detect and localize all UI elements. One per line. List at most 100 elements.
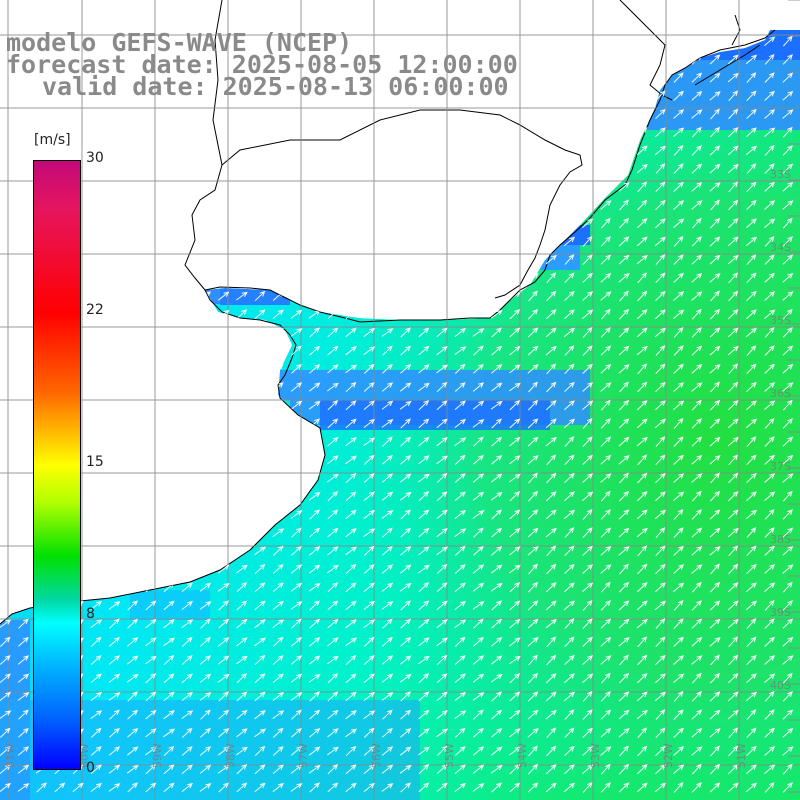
wind-arrow (582, 690, 593, 702)
wind-arrow (363, 782, 376, 792)
wind-arrow (345, 619, 357, 629)
wind-arrow (709, 509, 721, 520)
wind-arrow (381, 382, 394, 392)
wind-arrow (108, 764, 121, 774)
wind-arrow (327, 436, 339, 447)
wind-arrow (600, 709, 612, 720)
wind-arrow (764, 72, 775, 83)
wind-arrow (636, 600, 648, 611)
wind-arrow (764, 690, 775, 702)
wind-arrow (400, 637, 412, 647)
wind-arrow (181, 764, 193, 774)
wind-arrow (655, 472, 666, 484)
wind-arrow (691, 327, 702, 338)
wind-arrow (290, 783, 303, 792)
wind-arrow (454, 746, 466, 756)
wind-arrow (345, 600, 357, 611)
wind-arrow (145, 655, 157, 665)
wind-arrow (764, 309, 776, 319)
wind-arrow (655, 400, 666, 411)
wind-arrow (108, 692, 121, 701)
wind-arrow (782, 145, 793, 156)
wind-arrow (636, 309, 648, 320)
wind-arrow (673, 618, 684, 629)
wind-arrow (236, 582, 248, 593)
wind-arrow (691, 746, 703, 756)
wind-arrow (673, 254, 684, 265)
wind-arrow (382, 636, 393, 647)
wind-arrow (0, 710, 12, 720)
wind-arrow (764, 508, 775, 520)
wind-arrow (217, 291, 230, 301)
wind-arrow (691, 291, 703, 301)
wind-arrow (600, 727, 612, 738)
wind-arrow (236, 691, 248, 702)
wind-arrow (728, 545, 739, 557)
wind-arrow (236, 309, 248, 320)
wind-arrow (509, 400, 521, 411)
lon-label: 60W (78, 743, 91, 768)
wind-arrow (436, 400, 448, 411)
wind-arrow (527, 490, 539, 502)
wind-arrow (163, 745, 175, 757)
wind-arrow (472, 764, 485, 774)
wind-arrow (746, 254, 757, 265)
wind-arrow (764, 291, 776, 301)
wind-arrow (709, 126, 721, 138)
wind-arrow (454, 528, 467, 538)
wind-arrow (199, 673, 212, 683)
wind-arrow (199, 746, 212, 756)
lon-label: 58W (224, 743, 237, 768)
wind-arrow (582, 345, 593, 356)
colorbar-tick-30: 30 (86, 150, 104, 166)
wind-arrow (272, 655, 284, 665)
wind-arrow (709, 672, 721, 684)
wind-arrow (509, 345, 521, 356)
wind-arrow (637, 654, 648, 666)
wind-arrow (254, 654, 266, 666)
wind-arrow (454, 564, 466, 574)
wind-arrow (181, 746, 193, 756)
wind-arrow (473, 636, 484, 647)
wind-arrow (546, 545, 557, 557)
wind-arrow (654, 236, 667, 247)
wind-arrow (17, 692, 30, 701)
wind-arrow (473, 454, 484, 465)
wind-arrow (691, 399, 702, 411)
wind-arrow (728, 290, 739, 302)
wind-arrow (436, 546, 449, 556)
wind-arrow (400, 527, 412, 538)
wind-arrow (491, 546, 503, 556)
wind-arrow (764, 491, 776, 501)
wind-arrow (90, 764, 102, 774)
wind-arrow (363, 710, 376, 720)
wind-arrow (782, 727, 794, 738)
wind-arrow (291, 618, 302, 629)
wind-arrow (454, 346, 467, 356)
wind-arrow (528, 290, 538, 302)
wind-arrow (309, 327, 320, 338)
wind-arrow (746, 181, 757, 193)
wind-arrow (308, 582, 321, 592)
wind-arrow (600, 691, 611, 702)
wind-arrow (418, 382, 430, 392)
wind-arrow (308, 673, 321, 683)
wind-arrow (782, 236, 793, 247)
wind-arrow (454, 600, 467, 610)
wind-arrow (564, 636, 575, 648)
wind-arrow (363, 528, 376, 538)
wind-arrow (218, 782, 229, 793)
wind-arrow (782, 618, 794, 629)
wind-arrow (127, 709, 139, 720)
wind-arrow (655, 636, 666, 648)
wind-arrow (691, 363, 703, 374)
wind-arrow (290, 400, 303, 410)
wind-arrow (254, 710, 266, 720)
wind-arrow (673, 673, 685, 683)
wind-arrow (18, 636, 29, 647)
wind-arrow (454, 363, 466, 374)
wind-arrow (728, 654, 739, 666)
wind-arrow (782, 746, 794, 756)
wind-arrow (400, 709, 412, 720)
wind-arrow (418, 364, 430, 374)
